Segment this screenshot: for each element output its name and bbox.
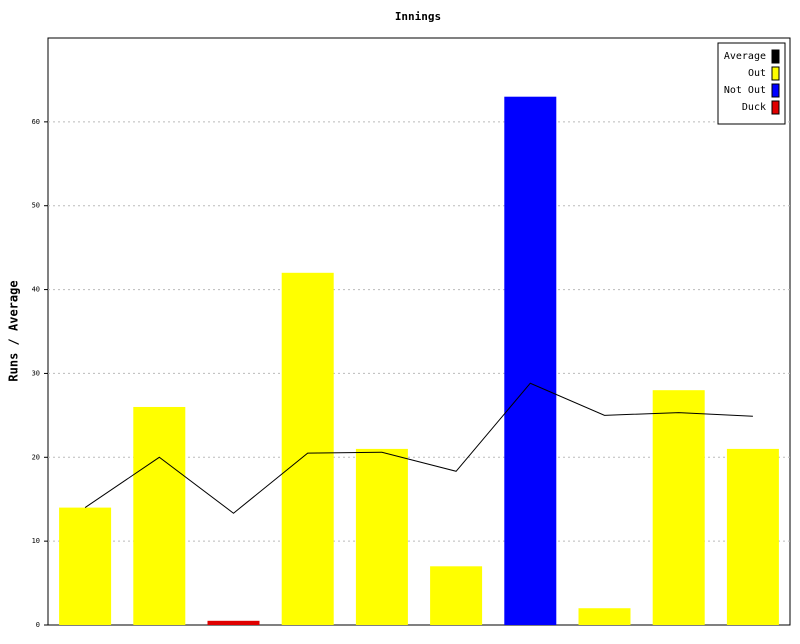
- bar: [430, 566, 483, 625]
- legend-label: Average: [724, 51, 766, 62]
- bar: [578, 608, 631, 625]
- legend-label: Duck: [742, 102, 766, 113]
- bar: [207, 620, 260, 625]
- legend-swatch: [771, 66, 780, 81]
- y-tick-label: 0: [36, 621, 40, 629]
- y-tick-label: 60: [32, 118, 40, 126]
- y-tick-label: 50: [32, 202, 40, 210]
- y-tick-label: 10: [32, 537, 40, 545]
- y-axis-label: Runs / Average: [7, 280, 21, 381]
- y-tick-label: 30: [32, 369, 40, 377]
- bar: [652, 390, 705, 625]
- bar: [355, 448, 408, 625]
- legend-label: Not Out: [724, 85, 766, 96]
- bar: [133, 406, 186, 625]
- legend-swatch: [771, 100, 780, 115]
- bar: [504, 96, 557, 625]
- legend-swatch: [771, 49, 780, 64]
- bar: [281, 272, 334, 625]
- average-line: [84, 382, 753, 514]
- chart-title: Innings: [395, 10, 441, 23]
- y-tick-label: 20: [32, 453, 40, 461]
- plot-frame: [47, 37, 791, 626]
- bar: [726, 448, 779, 625]
- legend-swatch: [771, 83, 780, 98]
- bar: [59, 507, 112, 625]
- y-tick-label: 40: [32, 286, 40, 294]
- legend-label: Out: [748, 68, 766, 79]
